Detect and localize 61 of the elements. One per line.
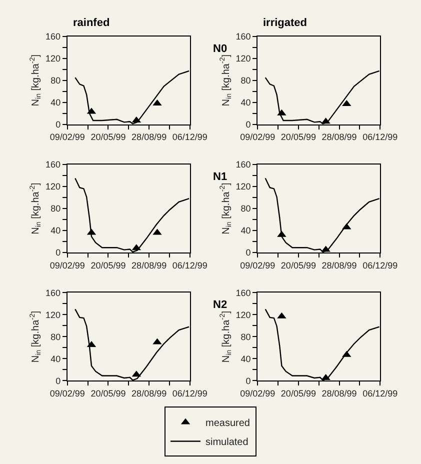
x-tick-label: 06/12/99 xyxy=(362,388,398,399)
y-tick-label: 40 xyxy=(50,98,61,108)
x-tick-label: 20/05/99 xyxy=(280,260,316,270)
chart-title: irrigated xyxy=(263,17,308,29)
y-tick-label: 40 xyxy=(240,354,251,364)
y-tick-label: 120 xyxy=(236,182,251,192)
x-tick-label: 09/02/99 xyxy=(240,260,276,270)
x-tick-label: 28/08/99 xyxy=(132,260,167,270)
x-tick-label: 28/08/99 xyxy=(322,132,357,142)
x-tick-label: 20/05/99 xyxy=(280,388,316,399)
y-tick-label: 80 xyxy=(50,204,61,214)
y-tick-label: 40 xyxy=(240,98,251,108)
y-tick-label: 160 xyxy=(46,288,61,298)
y-tick-label: 40 xyxy=(50,226,61,236)
y-tick-label: 0 xyxy=(56,376,61,386)
y-tick-label: 160 xyxy=(46,160,61,170)
x-tick-label: 28/08/99 xyxy=(322,260,357,270)
y-tick-label: 0 xyxy=(246,248,251,258)
y-tick-label: 160 xyxy=(236,31,251,42)
y-tick-label: 0 xyxy=(246,376,251,386)
y-tick-label: 0 xyxy=(246,120,251,130)
x-tick-label: 09/02/99 xyxy=(50,388,85,399)
x-tick-label: 20/05/99 xyxy=(90,388,126,399)
x-tick-label: 20/05/99 xyxy=(90,132,126,142)
x-tick-label: 20/05/99 xyxy=(280,132,316,142)
y-tick-label: 0 xyxy=(56,120,61,130)
legend-label: measured xyxy=(206,418,250,430)
y-tick-label: 160 xyxy=(236,160,251,170)
y-tick-label: 80 xyxy=(240,332,251,342)
y-tick-label: 120 xyxy=(46,53,61,64)
x-tick-label: 09/02/99 xyxy=(240,132,276,142)
y-tick-label: 120 xyxy=(46,310,61,320)
x-tick-label: 28/08/99 xyxy=(322,388,357,399)
x-tick-label: 06/12/99 xyxy=(172,388,208,399)
chart-title: rainfed xyxy=(73,17,110,29)
text: N2 xyxy=(213,299,228,311)
x-tick-label: 06/12/99 xyxy=(172,260,208,270)
y-tick-label: 80 xyxy=(240,204,251,214)
x-tick-label: 28/08/99 xyxy=(132,132,167,142)
text: N1 xyxy=(213,171,228,183)
x-tick-label: 06/12/99 xyxy=(172,132,208,142)
y-tick-label: 120 xyxy=(46,182,61,192)
y-tick-label: 160 xyxy=(46,31,61,42)
y-tick-label: 120 xyxy=(236,310,251,320)
text: N0 xyxy=(213,43,228,55)
y-tick-label: 80 xyxy=(50,332,61,342)
x-tick-label: 06/12/99 xyxy=(362,132,398,142)
x-tick-label: 28/08/99 xyxy=(132,388,167,399)
y-tick-label: 80 xyxy=(50,75,61,86)
x-tick-label: 09/02/99 xyxy=(50,132,85,142)
x-tick-label: 06/12/99 xyxy=(362,260,398,270)
y-tick-label: 160 xyxy=(236,288,251,298)
x-tick-label: 09/02/99 xyxy=(240,388,276,399)
y-tick-label: 40 xyxy=(50,354,61,364)
y-tick-label: 40 xyxy=(240,226,251,236)
x-tick-label: 09/02/99 xyxy=(50,260,85,270)
y-tick-label: 120 xyxy=(236,53,251,64)
legend-label: simulated xyxy=(206,437,248,448)
x-tick-label: 20/05/99 xyxy=(90,260,126,270)
y-tick-label: 80 xyxy=(240,75,251,86)
y-tick-label: 0 xyxy=(56,248,61,258)
